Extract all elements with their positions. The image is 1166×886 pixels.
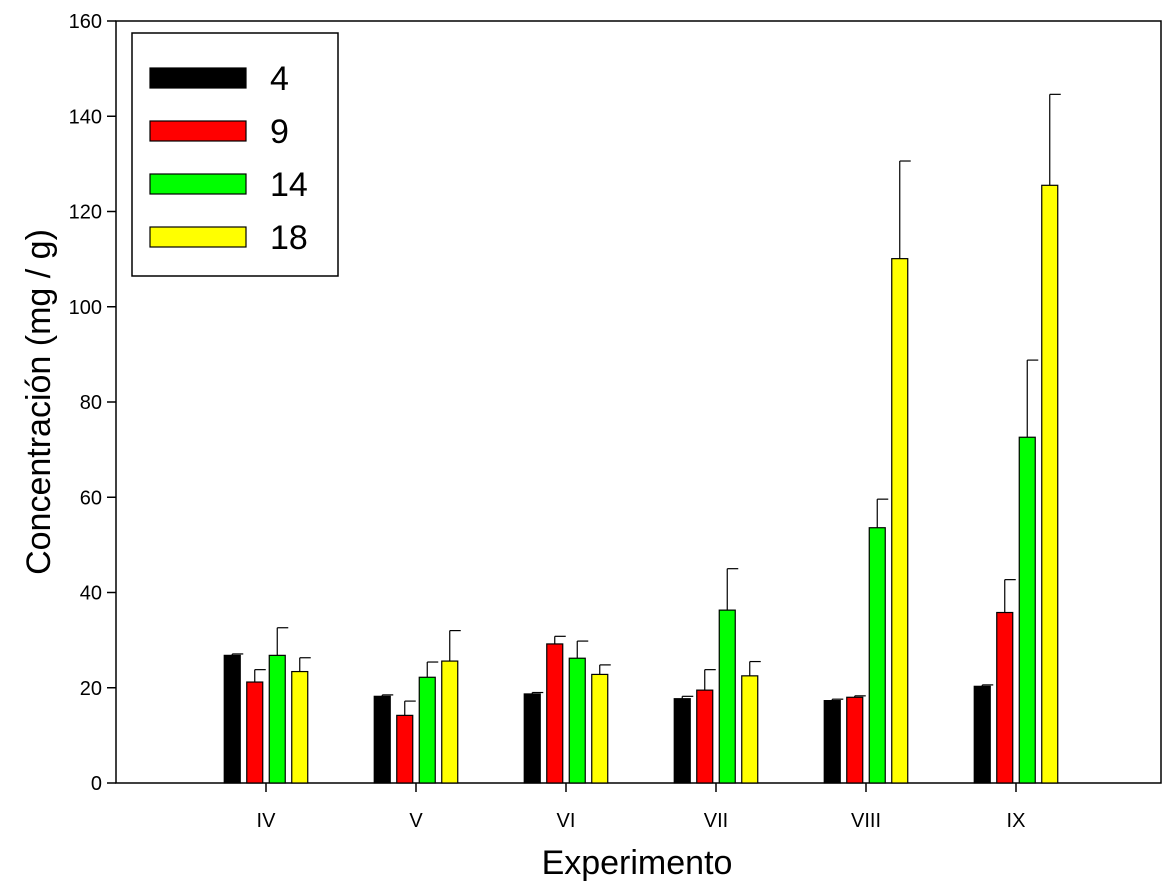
bar (546, 643, 564, 784)
y-tick-label: 20 (80, 678, 102, 700)
y-tick-label: 140 (69, 106, 102, 128)
error-bars (231, 93, 1061, 716)
y-tick-label: 160 (69, 11, 102, 33)
y-tick-label: 40 (80, 583, 102, 605)
y-tick-label: 120 (69, 202, 102, 224)
bar (741, 675, 759, 784)
legend-label: 4 (270, 60, 289, 98)
bar (1018, 436, 1036, 784)
y-tick-label: 60 (80, 487, 102, 509)
bar (396, 714, 414, 784)
bar (823, 700, 841, 784)
y-tick-label: 0 (91, 773, 102, 795)
legend-label: 18 (270, 219, 308, 257)
bar (291, 670, 309, 784)
bar (891, 258, 909, 784)
bar (591, 673, 609, 784)
x-tick-label: IX (1007, 810, 1026, 832)
legend-swatch (149, 173, 247, 195)
bar (718, 609, 736, 784)
x-axis-title: Experimento (542, 844, 733, 882)
bar (373, 695, 391, 784)
y-tick-label: 100 (69, 297, 102, 319)
x-tick-label: V (409, 810, 423, 832)
bar (673, 698, 691, 784)
legend-label: 9 (270, 113, 289, 151)
x-tick-label: VII (704, 810, 728, 832)
bar (246, 681, 264, 784)
legend-swatch (149, 120, 247, 142)
legend-label: 14 (270, 166, 308, 204)
legend: 4 9 14 18 (131, 32, 339, 277)
y-axis-title: Concentración (mg / g) (20, 229, 58, 575)
legend-swatch (149, 67, 247, 89)
bar (223, 654, 241, 784)
bar (846, 696, 864, 784)
y-axis: 0 20 40 60 80 100 120 140 160 (69, 11, 116, 795)
bar (696, 689, 714, 784)
bar (418, 676, 436, 784)
bar (868, 527, 886, 784)
bar (568, 657, 586, 784)
y-tick-label: 80 (80, 392, 102, 414)
bar (441, 660, 459, 784)
x-tick-label: VI (557, 810, 576, 832)
bar (268, 654, 286, 784)
bar (523, 693, 541, 784)
x-axis: IV V VI VII VIII IX (257, 783, 1026, 832)
legend-swatch (149, 226, 247, 248)
x-tick-label: VIII (851, 810, 881, 832)
bar (996, 611, 1014, 784)
bar (973, 685, 991, 784)
bars (223, 184, 1059, 784)
bar (1041, 184, 1059, 784)
x-tick-label: IV (257, 810, 277, 832)
